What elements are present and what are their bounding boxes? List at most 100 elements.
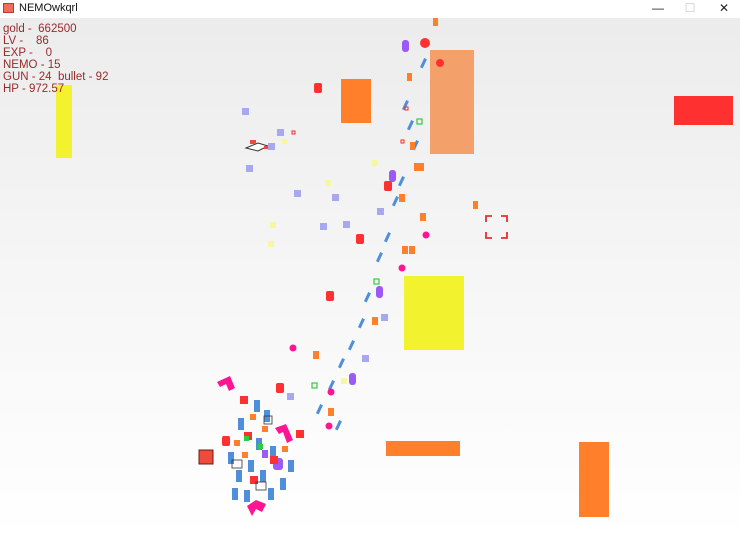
pickup <box>341 378 347 384</box>
bullet <box>375 252 383 263</box>
player-ship-icon <box>244 140 270 152</box>
enemy <box>356 234 364 244</box>
crosshair-icon <box>485 215 508 239</box>
enemy <box>326 291 334 301</box>
pickup <box>268 241 274 247</box>
hud-gun: GUN - 24 bullet - 92 <box>3 71 109 83</box>
small-drone <box>328 408 334 416</box>
game-canvas[interactable]: gold - 662500 LV - 86 EXP - 0 NEMO - 15 … <box>0 18 740 538</box>
yellow-block <box>56 85 72 158</box>
pickup <box>372 160 378 166</box>
swarm-unit <box>288 460 294 472</box>
swarm-unit <box>263 415 273 425</box>
orb <box>398 264 406 272</box>
hud-gold: gold - 662500 <box>3 23 77 35</box>
pickup <box>381 314 388 321</box>
small-drone <box>433 18 438 26</box>
pickup <box>400 139 405 144</box>
red-block <box>198 449 214 465</box>
pickup <box>246 165 253 172</box>
hud-hp: HP - 972.57 <box>3 83 65 95</box>
swarm-unit <box>242 452 248 458</box>
enemy <box>384 181 392 191</box>
bullet <box>347 340 355 351</box>
bullet <box>406 120 414 131</box>
hud-level: LV - 86 <box>3 35 49 47</box>
pickup <box>287 393 294 400</box>
bullet-trail <box>222 18 478 470</box>
swarm-unit <box>255 481 267 491</box>
swarm-unit <box>260 470 266 482</box>
game-scene <box>56 18 733 517</box>
pickup <box>377 208 384 215</box>
swarm-unit <box>250 414 256 420</box>
pickup <box>320 223 327 230</box>
swarm-unit <box>244 490 250 502</box>
swarm-unit <box>254 400 260 412</box>
bullet <box>315 404 323 415</box>
pickup <box>373 278 380 285</box>
red-block <box>674 96 733 125</box>
bullet <box>337 358 345 369</box>
title-bar: NEMOwkqrl — ☐ ✕ <box>0 0 740 18</box>
pickup <box>282 139 287 144</box>
bullet <box>391 196 399 207</box>
pickup <box>404 106 409 111</box>
maximize-button[interactable]: ☐ <box>684 1 696 15</box>
orb <box>289 344 297 352</box>
swarm-unit <box>280 478 286 490</box>
minimize-button[interactable]: — <box>652 1 664 15</box>
pickup <box>291 130 296 135</box>
small-drone <box>409 246 415 254</box>
enemy <box>349 373 356 385</box>
small-drone <box>410 142 415 150</box>
enemy <box>389 170 396 182</box>
orb <box>422 231 430 239</box>
swarm-unit <box>236 470 242 482</box>
small-drone <box>399 194 405 202</box>
swarm-unit <box>270 456 278 464</box>
swarm-unit <box>248 460 254 472</box>
enemy-swarm <box>217 376 304 516</box>
swarm-unit <box>234 440 240 446</box>
enemy <box>376 286 383 298</box>
bullet <box>419 58 427 69</box>
pickup <box>332 194 339 201</box>
pickup <box>277 129 284 136</box>
small-drone <box>402 246 408 254</box>
pickup <box>311 382 318 389</box>
salmon-block <box>430 50 474 154</box>
small-drone <box>473 201 478 209</box>
enemy <box>314 83 322 93</box>
bullet <box>327 380 335 391</box>
orb <box>325 422 333 430</box>
close-button[interactable]: ✕ <box>718 1 730 15</box>
yellow-block <box>404 276 464 350</box>
pickup <box>325 180 331 186</box>
hud-exp: EXP - 0 <box>3 47 53 59</box>
orange-block <box>341 79 371 123</box>
magenta-enemy <box>247 500 266 516</box>
pickup <box>294 190 301 197</box>
bullet <box>383 232 391 243</box>
orange-block <box>579 442 609 517</box>
swarm-unit <box>262 450 268 458</box>
enemy <box>436 59 444 67</box>
small-drone <box>313 351 319 359</box>
bullet <box>363 292 371 303</box>
hud-nemo: NEMO - 15 <box>3 59 61 71</box>
small-drone <box>372 317 378 325</box>
orange-block <box>386 441 460 456</box>
magenta-enemy <box>217 376 235 391</box>
pickup <box>268 143 275 150</box>
enemy <box>402 40 409 52</box>
swarm-unit <box>258 444 263 449</box>
swarm-unit <box>268 488 274 500</box>
bullet <box>357 318 365 329</box>
app-icon <box>3 3 14 13</box>
swarm-unit <box>282 446 288 452</box>
swarm-unit <box>250 476 258 484</box>
hud-stats: gold - 662500 LV - 86 EXP - 0 NEMO - 15 … <box>3 23 108 95</box>
bullet <box>397 176 405 187</box>
